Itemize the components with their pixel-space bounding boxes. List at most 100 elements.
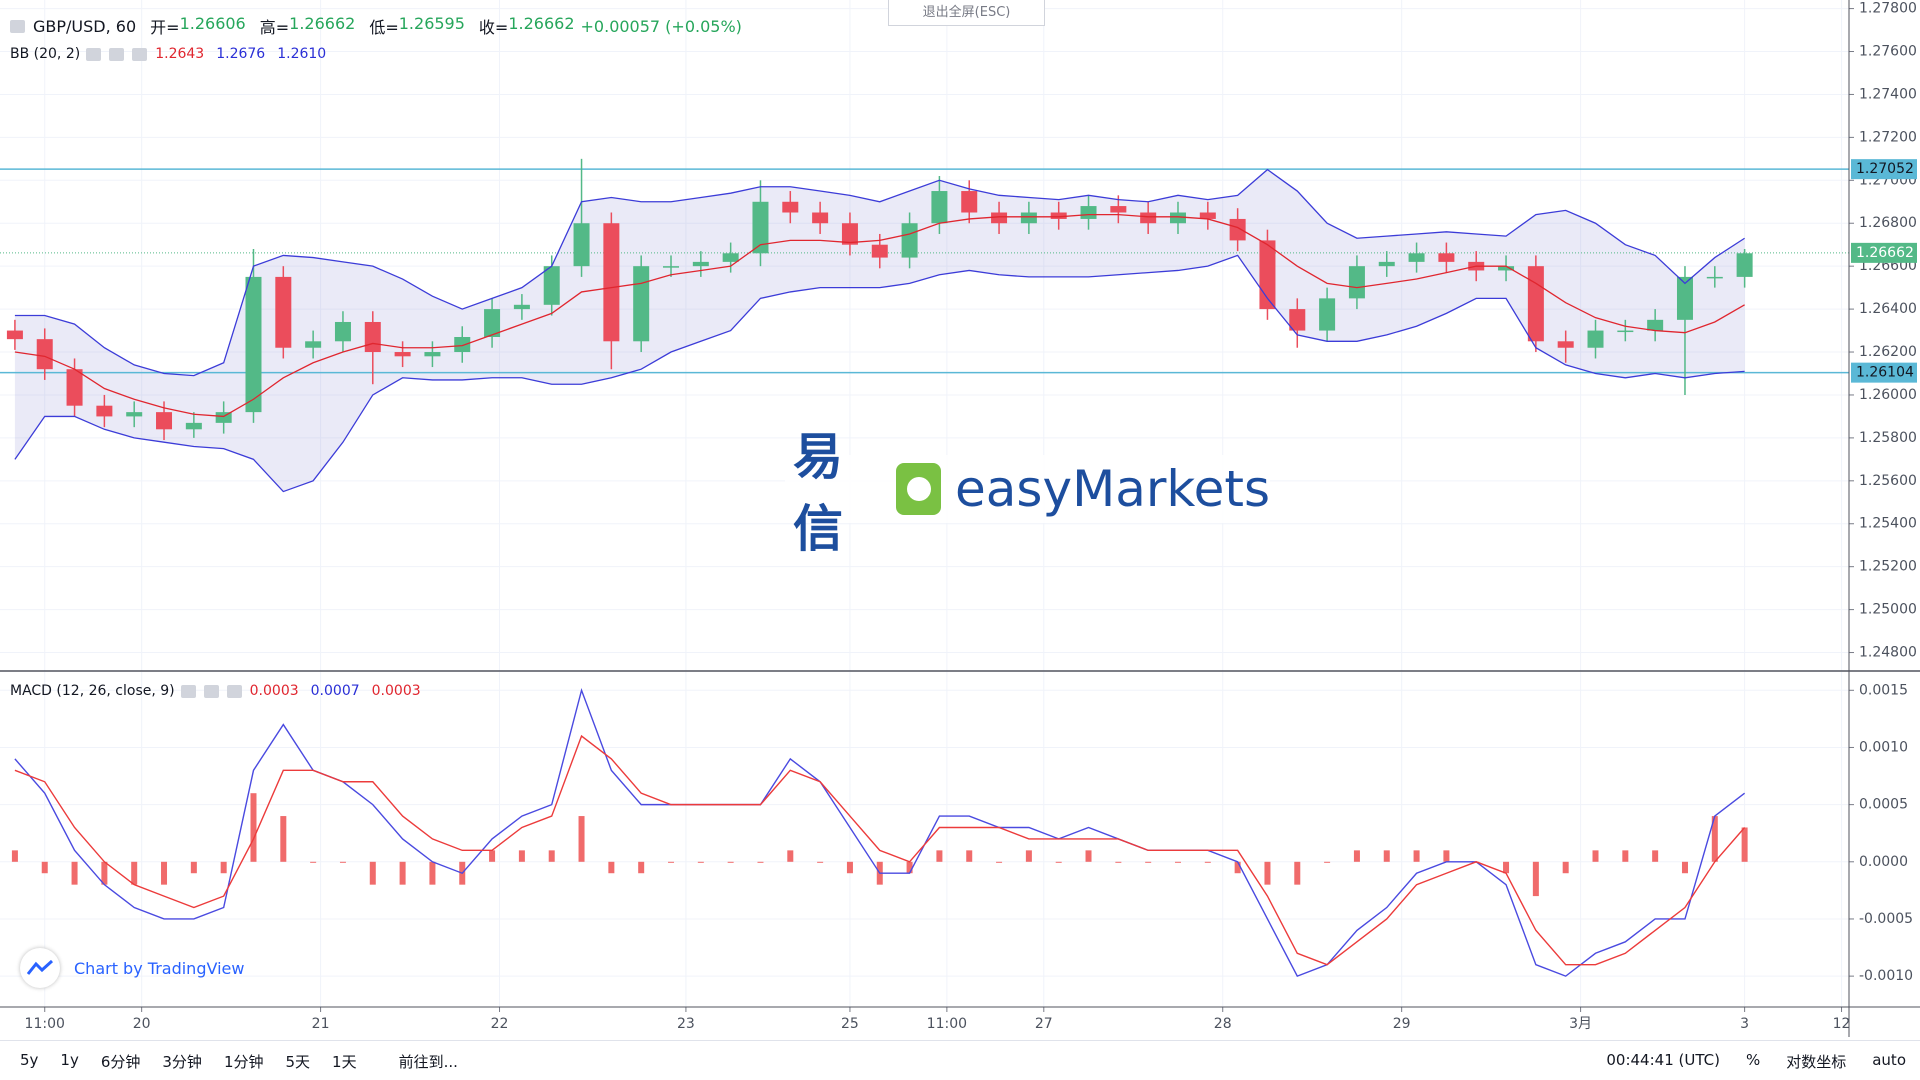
icon[interactable] — [132, 47, 148, 61]
bb-value: 1.2610 — [277, 46, 327, 62]
histogram-bar — [101, 861, 108, 885]
macd-value: 0.0003 — [371, 683, 421, 699]
candle-body — [1527, 266, 1544, 342]
candle-body — [722, 253, 739, 262]
histogram-bar — [1741, 827, 1748, 862]
candle-body — [1617, 330, 1634, 333]
y-tick-label: 0.0015 — [1859, 682, 1908, 698]
x-tick-label: 21 — [312, 1016, 330, 1032]
histogram-bar — [638, 861, 645, 874]
candle-body — [1020, 212, 1037, 224]
histogram-bar — [1413, 850, 1420, 862]
histogram-bar — [399, 861, 406, 885]
candle-body — [1110, 206, 1127, 213]
candle-body — [36, 339, 53, 370]
macd-values: 0.0003 0.0007 0.0003 — [250, 683, 421, 699]
watermark-cn: 易信 — [793, 428, 845, 558]
histogram-bar — [996, 861, 1003, 863]
histogram-bar — [1711, 816, 1718, 862]
toolbar-button[interactable]: 5y — [20, 1051, 39, 1069]
y-tick-label: 0.0000 — [1859, 854, 1908, 870]
y-tick-label: 1.26200 — [1859, 344, 1917, 360]
x-tick-label: 22 — [491, 1016, 509, 1032]
toolbar-button[interactable]: 1分钟 — [223, 1053, 264, 1071]
x-tick-label: 11:00 — [927, 1016, 967, 1032]
toolbar-button[interactable]: 前往到... — [398, 1053, 458, 1071]
toolbar-button[interactable]: auto — [1872, 1051, 1906, 1069]
toolbar-button[interactable]: 6分钟 — [100, 1053, 141, 1071]
histogram-bar — [250, 793, 257, 862]
histogram-bar — [220, 861, 227, 874]
icon[interactable] — [109, 47, 125, 61]
histogram-bar — [1204, 861, 1211, 863]
y-tick-label: 1.26800 — [1859, 215, 1917, 231]
histogram-bar — [1324, 861, 1331, 863]
histogram-bar — [518, 850, 525, 862]
candle-body — [1438, 253, 1455, 262]
y-tick-label: -0.0010 — [1859, 968, 1913, 984]
icon[interactable] — [180, 684, 196, 698]
credit[interactable]: Chart by TradingView — [20, 948, 244, 988]
toolbar-button[interactable]: 1y — [60, 1051, 79, 1069]
x-tick-label: 20 — [133, 1016, 151, 1032]
histogram-bar — [578, 816, 585, 862]
bb-legend: BB (20, 2) 1.2643 1.2676 1.2610 — [10, 46, 326, 62]
y-tick-label: 1.27200 — [1859, 129, 1917, 145]
y-tick-label: 1.25200 — [1859, 559, 1917, 575]
histogram-bar — [757, 861, 764, 863]
field-value: 1.26606 — [179, 14, 246, 33]
y-tick-label: 1.25800 — [1859, 430, 1917, 446]
histogram-bar — [727, 861, 734, 863]
x-tick-label: 29 — [1393, 1016, 1411, 1032]
histogram-bar — [548, 850, 555, 862]
candle-body — [1408, 253, 1425, 262]
field-value: 1.26662 — [508, 14, 575, 33]
field-key: 开= — [150, 18, 180, 37]
y-tick-label: 1.25400 — [1859, 516, 1917, 532]
y-tick-label: 0.0005 — [1859, 797, 1908, 813]
histogram-bar — [1681, 861, 1688, 874]
indicator-line — [14, 254, 1745, 493]
toolbar-button[interactable]: 1天 — [332, 1053, 357, 1071]
exit-fullscreen[interactable]: 退出全屏(ESC) — [888, 0, 1045, 26]
candle-body — [185, 422, 202, 430]
histogram-bar — [817, 861, 824, 863]
tv-logo — [20, 948, 60, 988]
candle-body — [1319, 298, 1336, 331]
candle-body — [96, 405, 113, 417]
y-tick-label: 0.0010 — [1859, 739, 1908, 755]
candle-body — [1289, 309, 1306, 331]
histogram-bar — [1055, 861, 1062, 863]
candle-body — [275, 276, 292, 348]
toolbar: 5y 1y 6分钟 3分钟 1分钟 5天 1天 前往到... 00:44:41 (UTC)% 对… — [0, 1040, 1920, 1080]
icon[interactable] — [10, 19, 25, 33]
candle-body — [424, 352, 441, 357]
change: +0.00057 (+0.05%) — [580, 16, 742, 36]
histogram-bar — [1622, 850, 1629, 862]
toolbar-button[interactable]: 3分钟 — [162, 1053, 202, 1071]
field-value: 1.26595 — [398, 14, 465, 33]
candle-body — [1348, 266, 1365, 299]
histogram-bar — [1264, 861, 1271, 885]
toolbar-button[interactable]: 5天 — [285, 1053, 311, 1071]
candle-body — [513, 304, 530, 310]
level-label: 1.27052 — [1856, 161, 1914, 177]
toolbar-button[interactable]: 对数坐标 — [1786, 1053, 1847, 1071]
icon[interactable] — [203, 684, 219, 698]
candle-body — [1080, 206, 1097, 219]
histogram-bar — [71, 861, 78, 885]
candle-body — [603, 223, 620, 342]
x-tick-label: 28 — [1214, 1016, 1232, 1032]
icon[interactable] — [226, 684, 242, 698]
histogram-bar — [906, 861, 913, 874]
histogram-bar — [161, 861, 168, 885]
icon[interactable] — [86, 47, 102, 61]
field-value: 1.26662 — [289, 14, 356, 33]
candle-body — [1557, 341, 1574, 348]
toolbar-button[interactable]: % — [1745, 1051, 1761, 1069]
last-price-label: 1.26662 — [1856, 245, 1914, 261]
candle-body — [454, 337, 471, 353]
last-price-label-bg — [1851, 242, 1917, 263]
toolbar-right: 00:44:41 (UTC)% 对数坐标 auto — [1606, 1051, 1906, 1072]
bb-values: 1.2643 1.2676 1.2610 — [155, 46, 326, 62]
